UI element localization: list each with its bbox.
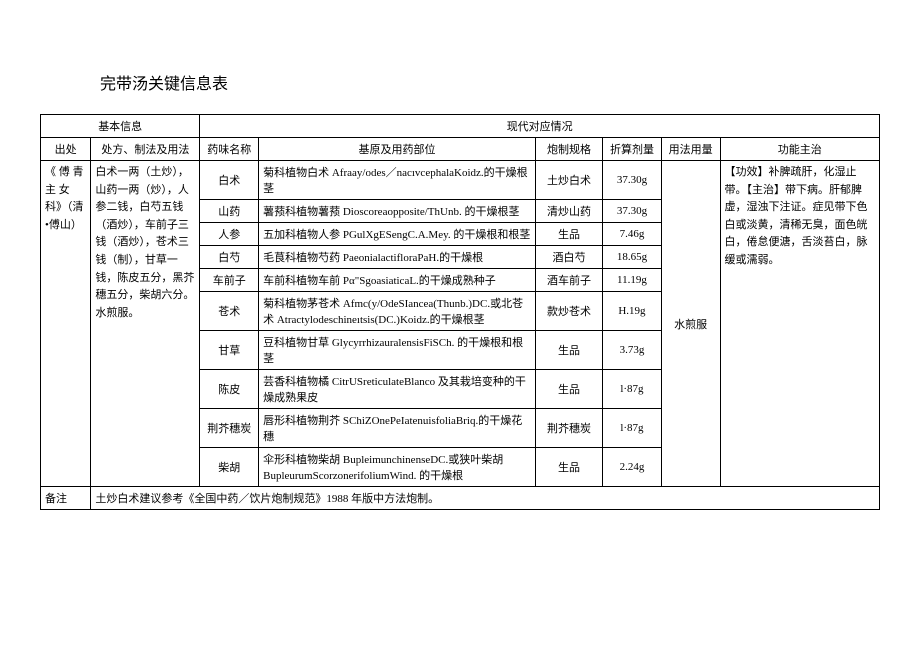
- herb-origin-cell: 芸香科植物橘 CitrUSreticulateBlanco 及其栽培变种的干燥成…: [259, 370, 536, 409]
- table-remark-row: 备注 土炒白术建议参考《全国中药／饮片炮制规范》1988 年版中方法炮制。: [41, 487, 880, 510]
- page-title: 完带汤关键信息表: [40, 70, 880, 94]
- herb-origin-cell: 五加科植物人参 PGulXgESengC.A.Mey. 的干燥根和根茎: [259, 223, 536, 246]
- header-function: 功能主治: [720, 138, 879, 161]
- herb-dose-cell: l·87g: [603, 409, 662, 448]
- header-herb-name: 药味名称: [200, 138, 259, 161]
- herb-dose-cell: H.19g: [603, 292, 662, 331]
- herb-processing-cell: 土炒白术: [535, 161, 602, 200]
- herb-name-cell: 白术: [200, 161, 259, 200]
- herb-origin-cell: 菊科植物白术 Afraay/odes／nacıvcephalaKoidz.的干燥…: [259, 161, 536, 200]
- herb-processing-cell: 清炒山药: [535, 200, 602, 223]
- function-cell: 【功效】补脾疏肝，化湿止带。【主治】带下病。肝郁脾虚，湿浊下注证。症见带下色白或…: [720, 161, 879, 487]
- herb-processing-cell: 生品: [535, 223, 602, 246]
- herb-name-cell: 白芍: [200, 246, 259, 269]
- herb-dose-cell: 11.19g: [603, 269, 662, 292]
- header-usage: 用法用量: [661, 138, 720, 161]
- herb-origin-cell: 薯蓣科植物薯蓣 Dioscoreaopposite/ThUnb. 的干燥根茎: [259, 200, 536, 223]
- formula-cell: 白术一两（土炒），山药一两（炒），人参二钱，白芍五钱（酒炒），车前子三钱（酒炒）…: [91, 161, 200, 487]
- herb-info-table: 基本信息 现代对应情况 出处 处方、制法及用法 药味名称 基原及用药部位 炮制规…: [40, 114, 880, 510]
- herb-dose-cell: 37.30g: [603, 200, 662, 223]
- herb-name-cell: 荆芥穗炭: [200, 409, 259, 448]
- herb-dose-cell: l·87g: [603, 370, 662, 409]
- header-basic-info: 基本信息: [41, 115, 200, 138]
- herb-name-cell: 车前子: [200, 269, 259, 292]
- header-modern-info: 现代对应情况: [200, 115, 880, 138]
- herb-processing-cell: 生品: [535, 448, 602, 487]
- header-dose: 折算剂量: [603, 138, 662, 161]
- usage-cell: 水煎服: [661, 161, 720, 487]
- remark-text: 土炒白术建议参考《全国中药／饮片炮制规范》1988 年版中方法炮制。: [91, 487, 880, 510]
- herb-processing-cell: 生品: [535, 370, 602, 409]
- herb-name-cell: 陈皮: [200, 370, 259, 409]
- herb-origin-cell: 豆科植物甘草 GlycyrrhizauralensisFiSCh. 的干燥根和根…: [259, 331, 536, 370]
- herb-dose-cell: 3.73g: [603, 331, 662, 370]
- herb-processing-cell: 酒白芍: [535, 246, 602, 269]
- herb-name-cell: 人参: [200, 223, 259, 246]
- herb-dose-cell: 2.24g: [603, 448, 662, 487]
- herb-processing-cell: 酒车前子: [535, 269, 602, 292]
- source-cell: 《 傅 青主 女 科》（清•傅山）: [41, 161, 91, 487]
- header-origin-part: 基原及用药部位: [259, 138, 536, 161]
- herb-name-cell: 甘草: [200, 331, 259, 370]
- header-source: 出处: [41, 138, 91, 161]
- header-processing: 炮制规格: [535, 138, 602, 161]
- table-header-row-1: 基本信息 现代对应情况: [41, 115, 880, 138]
- herb-origin-cell: 车前科植物车前 Pα"SgoasiaticaL.的干燥成熟种子: [259, 269, 536, 292]
- herb-origin-cell: 伞形科植物柴胡 BupleimunchinenseDC.或狭叶柴胡 Bupleu…: [259, 448, 536, 487]
- herb-dose-cell: 7.46g: [603, 223, 662, 246]
- herb-name-cell: 苍术: [200, 292, 259, 331]
- herb-origin-cell: 菊科植物茅苍术 Afmc(y/OdeSIancea(Thunb.)DC.或北苍术…: [259, 292, 536, 331]
- herb-processing-cell: 荆芥穗炭: [535, 409, 602, 448]
- remark-label: 备注: [41, 487, 91, 510]
- table-row: 《 傅 青主 女 科》（清•傅山）白术一两（土炒），山药一两（炒），人参二钱，白…: [41, 161, 880, 200]
- herb-processing-cell: 生品: [535, 331, 602, 370]
- table-header-row-2: 出处 处方、制法及用法 药味名称 基原及用药部位 炮制规格 折算剂量 用法用量 …: [41, 138, 880, 161]
- herb-processing-cell: 款炒苍术: [535, 292, 602, 331]
- header-formula-method: 处方、制法及用法: [91, 138, 200, 161]
- herb-name-cell: 山药: [200, 200, 259, 223]
- herb-origin-cell: 唇形科植物荆芥 SChiZOnePeIatenuisfoliaBriq.的干燥花…: [259, 409, 536, 448]
- herb-dose-cell: 37.30g: [603, 161, 662, 200]
- herb-dose-cell: 18.65g: [603, 246, 662, 269]
- herb-name-cell: 柴胡: [200, 448, 259, 487]
- herb-origin-cell: 毛茛科植物芍药 PaeonialactifloraPaH.的干燥根: [259, 246, 536, 269]
